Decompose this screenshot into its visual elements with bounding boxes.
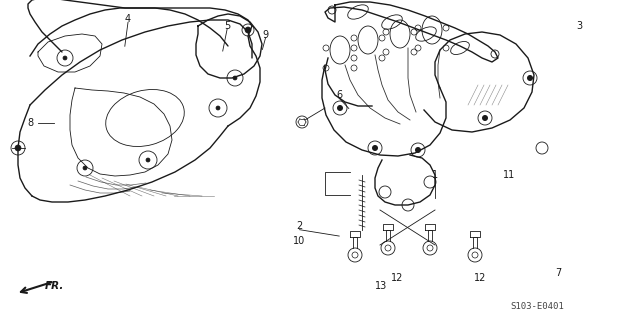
Text: 3: 3 — [576, 21, 582, 31]
Circle shape — [527, 75, 533, 81]
Text: 7: 7 — [555, 268, 561, 278]
Circle shape — [233, 76, 237, 80]
Circle shape — [245, 27, 251, 33]
Text: 4: 4 — [125, 14, 131, 24]
Circle shape — [372, 145, 378, 151]
Text: 12: 12 — [474, 272, 486, 283]
Circle shape — [482, 115, 488, 121]
Text: 1: 1 — [432, 170, 438, 180]
Circle shape — [415, 147, 421, 153]
Text: 2: 2 — [296, 221, 303, 232]
Circle shape — [63, 56, 67, 60]
Text: 11: 11 — [502, 170, 515, 180]
Text: 13: 13 — [374, 280, 387, 291]
Text: S103-E0401: S103-E0401 — [511, 302, 564, 311]
Text: 12: 12 — [390, 272, 403, 283]
Circle shape — [15, 145, 21, 151]
Text: 6: 6 — [336, 90, 342, 100]
Text: 9: 9 — [262, 30, 269, 40]
Text: 5: 5 — [224, 21, 230, 31]
Circle shape — [216, 106, 220, 110]
Text: 8: 8 — [28, 118, 34, 128]
Circle shape — [83, 166, 87, 170]
Text: FR.: FR. — [45, 280, 64, 291]
Circle shape — [337, 105, 343, 111]
Text: 10: 10 — [293, 236, 306, 246]
Circle shape — [146, 158, 150, 162]
